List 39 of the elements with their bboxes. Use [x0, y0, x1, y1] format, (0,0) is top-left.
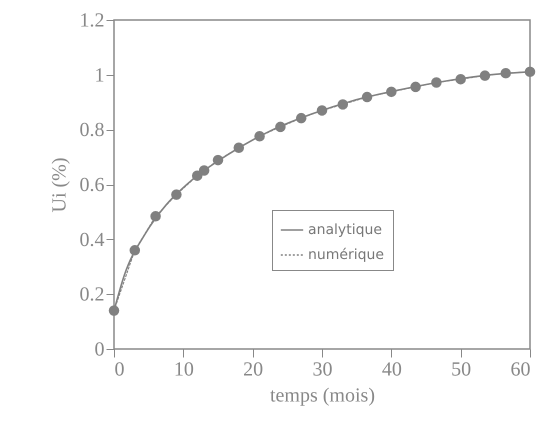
- point: [362, 92, 372, 102]
- x-tick-label: 50: [451, 358, 472, 380]
- point: [316, 105, 328, 116]
- point: [455, 74, 466, 84]
- point: [296, 112, 306, 124]
- point: [410, 82, 421, 92]
- legend-label: analytique: [308, 222, 382, 238]
- x-tick-label: 60: [510, 358, 530, 380]
- point: [192, 170, 202, 181]
- x-tick-label: 40: [382, 358, 402, 380]
- point: [171, 189, 182, 200]
- x-axis-title: temps (mois): [270, 384, 375, 406]
- point: [254, 131, 265, 142]
- point: [431, 77, 442, 88]
- point: [234, 142, 244, 153]
- point: [338, 99, 348, 110]
- y-tick-label: 0.4: [80, 228, 104, 251]
- y-axis-title: Ui (%): [48, 158, 70, 212]
- y-tick-label: 0: [94, 338, 104, 360]
- x-tick-label: 30: [312, 358, 332, 380]
- y-tick-label: 1.2: [80, 10, 104, 32]
- point: [108, 305, 120, 316]
- y-tick-label: 0.8: [80, 119, 104, 142]
- legend-label: numérique: [308, 247, 384, 263]
- y-tick-label: 0.6: [80, 174, 104, 196]
- point: [198, 165, 210, 176]
- point: [275, 122, 286, 132]
- y-tick-label: 1: [94, 64, 104, 86]
- y-tick-label: 0.2: [80, 284, 104, 306]
- point: [150, 211, 161, 222]
- x-tick-label: 0: [114, 358, 124, 380]
- point: [524, 66, 536, 78]
- point: [500, 68, 511, 78]
- point: [480, 70, 490, 81]
- point: [212, 154, 224, 166]
- x-tick-label: 20: [243, 358, 264, 380]
- x-tick-label: 10: [174, 358, 194, 380]
- point: [130, 245, 140, 256]
- point: [386, 86, 397, 98]
